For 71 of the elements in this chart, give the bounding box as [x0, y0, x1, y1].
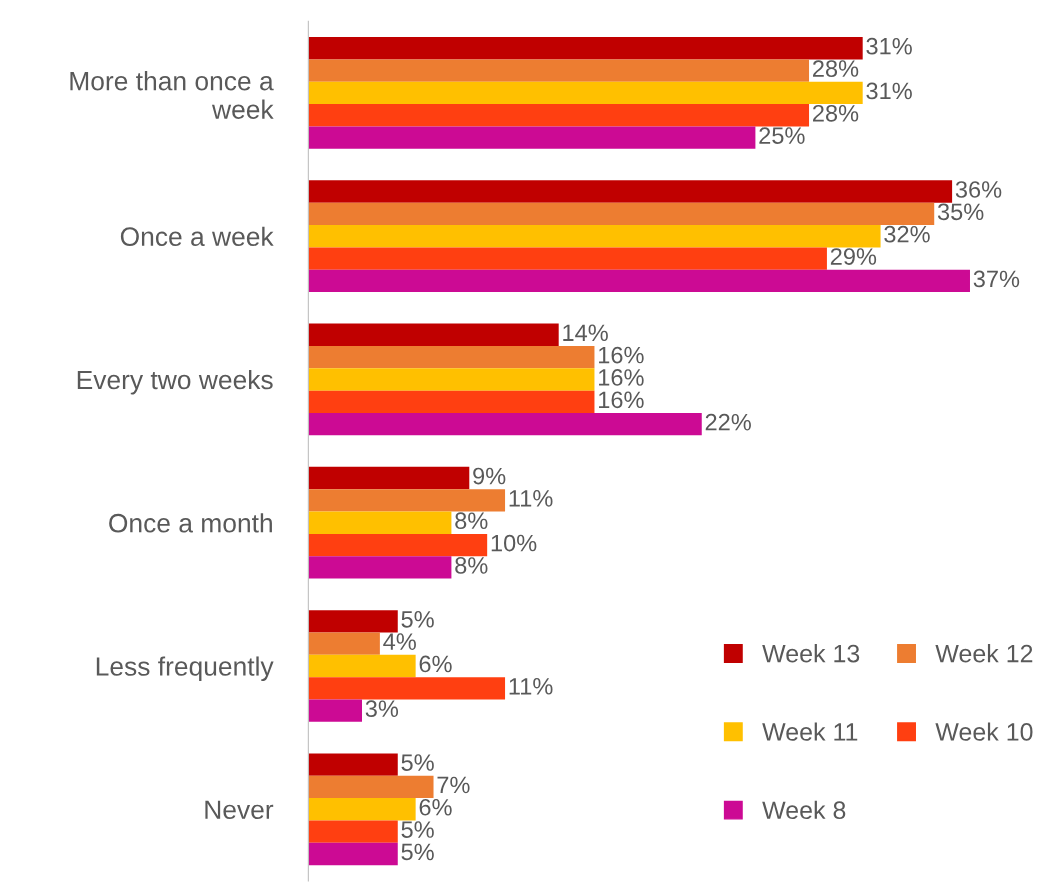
data-label: 16% [599, 369, 644, 386]
bar [308, 556, 452, 579]
legend-label: Week 12 [935, 644, 1033, 663]
data-label: 6% [419, 798, 452, 816]
bar [308, 489, 506, 512]
bar [308, 632, 380, 655]
bar [308, 775, 434, 799]
data-label: 11% [509, 678, 553, 695]
data-label: 4% [383, 633, 416, 650]
y-tick-label: Less frequently [96, 656, 274, 682]
data-label: 3% [365, 700, 399, 718]
data-label: 8% [455, 512, 488, 530]
data-label: 8% [455, 557, 488, 574]
data-label: 10% [491, 534, 537, 552]
bar [308, 511, 452, 534]
y-tick-label: Every two weeks [77, 369, 273, 395]
bar [308, 81, 863, 105]
bar [308, 104, 810, 127]
data-label: 11% [509, 490, 553, 507]
bar [308, 390, 595, 413]
data-label: 29% [830, 248, 877, 265]
legend-label: Week 10 [935, 722, 1033, 741]
data-label: 31% [866, 37, 912, 55]
bar [308, 180, 953, 203]
y-tick-label: More than once a week [70, 71, 274, 119]
data-label: 7% [437, 776, 470, 794]
data-label: 31% [866, 82, 912, 100]
data-label: 9% [473, 467, 506, 485]
y-tick-label: Never [205, 800, 274, 820]
bar [308, 59, 810, 82]
bar [308, 533, 488, 557]
data-label: 14% [563, 324, 608, 342]
data-label: 16% [599, 346, 644, 364]
bar [308, 466, 470, 490]
bar [308, 126, 756, 149]
bar [308, 610, 398, 633]
data-label: 5% [401, 611, 434, 628]
bar [308, 798, 416, 821]
bar [308, 269, 970, 293]
legend-label: Week 13 [762, 644, 860, 663]
bar [308, 225, 881, 248]
bar [308, 413, 702, 436]
legend-label: Week 8 [762, 800, 846, 820]
data-label: 32% [884, 225, 930, 243]
bar [308, 202, 935, 226]
bar [308, 323, 559, 346]
bar [308, 247, 827, 270]
data-label: 37% [973, 270, 1020, 288]
data-label: 5% [401, 821, 434, 838]
data-label: 5% [401, 754, 434, 771]
data-label: 28% [813, 60, 859, 77]
data-label: 36% [955, 181, 1002, 198]
bar [308, 820, 398, 843]
bar [308, 753, 398, 776]
legend-label: Week 11 [762, 722, 858, 741]
y-tick-label: Once a month [109, 513, 272, 533]
data-label: 5% [401, 843, 434, 861]
bar [308, 699, 362, 722]
data-label: 6% [419, 655, 452, 673]
bar [308, 368, 595, 391]
bar [308, 842, 398, 866]
bar [308, 654, 416, 678]
bar [308, 345, 595, 369]
data-label: 25% [759, 127, 805, 144]
data-label: 16% [599, 391, 644, 409]
y-tick-label: Once a week [120, 226, 274, 247]
bar [308, 37, 863, 60]
data-label: 28% [813, 104, 859, 122]
bar [308, 677, 506, 700]
data-label: 35% [937, 203, 984, 221]
data-label: 22% [705, 413, 751, 431]
